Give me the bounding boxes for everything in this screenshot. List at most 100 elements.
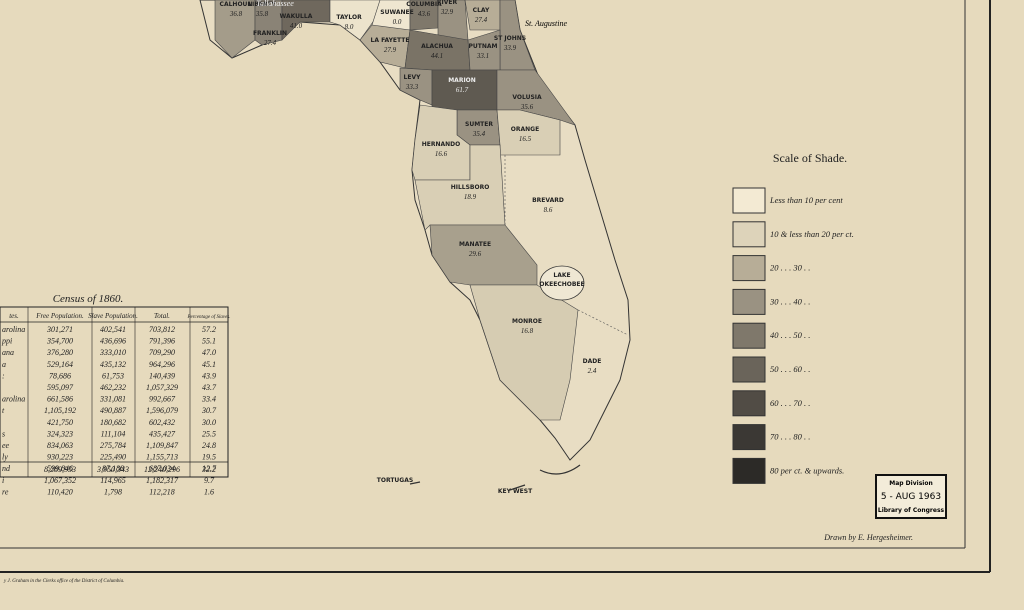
table-cell: 111,104 bbox=[101, 429, 126, 438]
county-shape bbox=[254, 0, 283, 46]
legend-swatch bbox=[732, 255, 766, 282]
county-shape bbox=[359, 24, 411, 69]
county-name: MARION bbox=[448, 77, 476, 84]
county-value: 2.4 bbox=[588, 367, 597, 375]
legend-title: Scale of Shade. bbox=[773, 151, 847, 165]
table-cell: 1,109,847 bbox=[146, 441, 179, 450]
county-value: 61.7 bbox=[456, 86, 469, 94]
table-cell: a bbox=[2, 360, 6, 369]
table-total: 12,240,296 bbox=[144, 465, 180, 474]
table-cell: i bbox=[2, 476, 4, 485]
table-cell: 1,105,192 bbox=[44, 406, 76, 415]
stamp-date: 5 - AUG 1963 bbox=[881, 492, 941, 502]
table-cell: 930,223 bbox=[47, 453, 73, 462]
county-name: PUTNAM bbox=[469, 43, 498, 50]
table-cell: 140,439 bbox=[149, 371, 175, 380]
table-cell: 599,846 bbox=[47, 464, 73, 473]
table-cell: 110,420 bbox=[47, 487, 72, 496]
table-header: tes. bbox=[9, 312, 19, 320]
table-total: 3,950,343 bbox=[96, 465, 129, 474]
place-name: TORTUGAS bbox=[377, 477, 413, 484]
county-boundary bbox=[504, 155, 629, 336]
table-cell: 331,081 bbox=[99, 395, 126, 404]
table-cell: 33.4 bbox=[201, 395, 216, 404]
stamp-text: Library of Congress bbox=[878, 507, 945, 514]
county-value: 35.6 bbox=[520, 103, 534, 111]
table-cell: ee bbox=[2, 441, 10, 450]
county-value: 33.3 bbox=[405, 83, 419, 91]
table-cell: : bbox=[2, 371, 5, 380]
table-cell: 376,280 bbox=[46, 348, 73, 357]
county-value: 43.6 bbox=[418, 10, 431, 18]
county-name: BREVARD bbox=[532, 197, 564, 204]
table-cell: 354,700 bbox=[46, 337, 73, 346]
place-name: OKEECHOBEE bbox=[539, 281, 584, 288]
county-shape bbox=[437, 0, 469, 41]
county-value: 33.1 bbox=[476, 52, 489, 60]
table-cell: 687,034 bbox=[149, 464, 175, 473]
table-cell: 436,696 bbox=[100, 337, 126, 346]
table-cell: 1,155,713 bbox=[146, 453, 178, 462]
table-cell: t bbox=[2, 406, 5, 415]
county-name: MANATEE bbox=[459, 241, 491, 248]
table-cell: ly bbox=[2, 453, 8, 462]
county-name: WAKULLA bbox=[280, 13, 313, 20]
county-name: LEVY bbox=[404, 74, 422, 81]
county-value: 18.9 bbox=[464, 193, 477, 201]
table-cell: 964,296 bbox=[149, 360, 175, 369]
county-name: LIBERTY bbox=[248, 1, 276, 8]
county-value: 32.9 bbox=[440, 8, 454, 16]
table-cell: 25.5 bbox=[202, 429, 216, 438]
table-cell: 435,427 bbox=[149, 429, 176, 438]
table-cell: 24.8 bbox=[202, 441, 216, 450]
county-name: RIVER bbox=[437, 0, 458, 6]
table-cell: 43.7 bbox=[202, 383, 217, 392]
county-shape bbox=[399, 67, 433, 106]
keys bbox=[409, 464, 581, 491]
table-cell: s bbox=[2, 429, 5, 438]
county-name: FRANKLIN bbox=[253, 30, 287, 37]
place-name: LAKE bbox=[553, 272, 570, 279]
county-value: 16.8 bbox=[521, 327, 534, 335]
legend-swatch bbox=[732, 288, 766, 315]
place-name: KEY WEST bbox=[498, 488, 533, 495]
county-name: ST JOHNS bbox=[494, 35, 526, 42]
table-cell: 1,057,329 bbox=[146, 383, 178, 392]
lake bbox=[539, 265, 585, 301]
legend-swatch bbox=[732, 187, 766, 214]
table-cell: 1.6 bbox=[204, 487, 214, 496]
legend-swatch bbox=[732, 221, 766, 248]
stamp-frame bbox=[875, 474, 947, 519]
county-value: 36.8 bbox=[229, 10, 243, 18]
county-value: 41.0 bbox=[290, 22, 303, 30]
county-value: 27.4 bbox=[264, 39, 277, 47]
legend-label: 60 . . . 70 . . bbox=[770, 398, 810, 408]
table-frame bbox=[0, 306, 229, 478]
table-header: Total. bbox=[154, 312, 170, 320]
county-value: 27.4 bbox=[475, 16, 488, 24]
table-cell: 661,586 bbox=[47, 395, 73, 404]
county-name: HILLSBORO bbox=[451, 184, 490, 191]
table-total: 8,289,953 bbox=[44, 465, 76, 474]
table-cell: 57.2 bbox=[202, 325, 216, 334]
table-total: 32.2 bbox=[201, 465, 216, 474]
county-name: ORANGE bbox=[511, 126, 539, 133]
legend-label: 70 . . . 80 . . bbox=[770, 432, 810, 442]
table-cell: 87,188 bbox=[102, 464, 124, 473]
table-cell: 490,887 bbox=[100, 406, 127, 415]
legend-swatch bbox=[732, 457, 766, 484]
table-cell: ppi bbox=[1, 337, 12, 346]
table-cell: 709,290 bbox=[149, 348, 175, 357]
county-name: TAYLOR bbox=[336, 14, 362, 21]
table-cell: 421,750 bbox=[47, 418, 73, 427]
table-cell: 275,784 bbox=[100, 441, 126, 450]
stamp: Map Division 5 - AUG 1963 Library of Con… bbox=[875, 474, 947, 519]
legend-swatch bbox=[732, 424, 766, 451]
table-cell: 333,010 bbox=[99, 348, 126, 357]
table-cell: 462,232 bbox=[100, 383, 126, 392]
place-name: St. Augustine bbox=[525, 19, 568, 28]
table-cell: 47.0 bbox=[202, 348, 216, 357]
table-cell: 1,182,317 bbox=[146, 476, 179, 485]
